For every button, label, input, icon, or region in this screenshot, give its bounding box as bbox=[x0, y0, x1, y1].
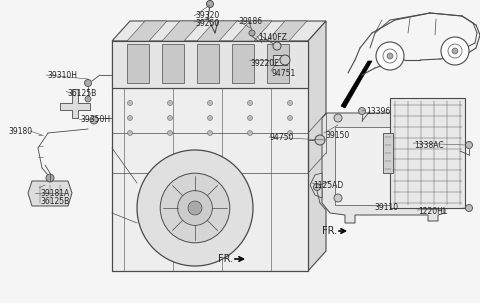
Circle shape bbox=[160, 173, 230, 243]
Text: 1125AD: 1125AD bbox=[313, 181, 343, 189]
Polygon shape bbox=[267, 21, 307, 41]
Circle shape bbox=[206, 1, 214, 8]
Circle shape bbox=[376, 42, 404, 70]
Bar bbox=[232, 44, 254, 83]
Circle shape bbox=[46, 174, 54, 182]
Circle shape bbox=[248, 101, 252, 105]
Circle shape bbox=[466, 205, 472, 211]
Text: 13396: 13396 bbox=[366, 106, 390, 115]
Circle shape bbox=[280, 55, 290, 65]
Polygon shape bbox=[162, 21, 202, 41]
Circle shape bbox=[207, 115, 213, 121]
Circle shape bbox=[128, 131, 132, 135]
Circle shape bbox=[441, 37, 469, 65]
Text: 39220E: 39220E bbox=[250, 58, 279, 68]
Text: 94750: 94750 bbox=[270, 134, 294, 142]
Polygon shape bbox=[232, 21, 272, 41]
Circle shape bbox=[207, 131, 213, 135]
Polygon shape bbox=[28, 181, 72, 206]
Polygon shape bbox=[341, 61, 372, 108]
Text: 36125B: 36125B bbox=[67, 88, 96, 98]
Text: 1140FZ: 1140FZ bbox=[258, 34, 287, 42]
Polygon shape bbox=[308, 21, 326, 271]
Text: 39150: 39150 bbox=[325, 131, 349, 139]
Polygon shape bbox=[112, 21, 326, 41]
Circle shape bbox=[387, 53, 393, 59]
Circle shape bbox=[84, 79, 92, 86]
Circle shape bbox=[334, 194, 342, 202]
Text: 39186: 39186 bbox=[238, 16, 262, 25]
Bar bbox=[267, 44, 289, 83]
Text: 39320: 39320 bbox=[195, 12, 219, 21]
Polygon shape bbox=[310, 173, 322, 198]
Circle shape bbox=[466, 142, 472, 148]
Text: 39250: 39250 bbox=[195, 18, 219, 28]
Bar bbox=[273, 55, 287, 65]
Circle shape bbox=[313, 184, 321, 191]
Circle shape bbox=[168, 101, 172, 105]
Bar bbox=[162, 44, 184, 83]
Circle shape bbox=[288, 131, 292, 135]
Circle shape bbox=[359, 108, 365, 115]
Text: 1338AC: 1338AC bbox=[414, 141, 444, 149]
Bar bbox=[383, 133, 393, 173]
Circle shape bbox=[288, 115, 292, 121]
Circle shape bbox=[168, 131, 172, 135]
Circle shape bbox=[168, 115, 172, 121]
Bar bbox=[112, 41, 308, 271]
Text: 39350H: 39350H bbox=[80, 115, 110, 125]
Text: 39310H: 39310H bbox=[47, 71, 77, 79]
Polygon shape bbox=[197, 21, 237, 41]
Text: 36125B: 36125B bbox=[40, 197, 69, 205]
Bar bbox=[197, 44, 219, 83]
Bar bbox=[112, 41, 308, 88]
Circle shape bbox=[273, 42, 281, 50]
Text: 1220HL: 1220HL bbox=[418, 207, 447, 215]
Text: FR.: FR. bbox=[218, 254, 233, 264]
Polygon shape bbox=[60, 89, 90, 118]
Circle shape bbox=[128, 101, 132, 105]
Text: 39181A: 39181A bbox=[40, 188, 69, 198]
Circle shape bbox=[90, 116, 98, 124]
Circle shape bbox=[288, 101, 292, 105]
Text: FR.: FR. bbox=[322, 226, 337, 236]
Text: 94751: 94751 bbox=[272, 68, 296, 78]
Circle shape bbox=[137, 150, 253, 266]
Text: 39180: 39180 bbox=[8, 126, 32, 135]
Bar bbox=[390, 98, 465, 208]
Circle shape bbox=[85, 96, 91, 102]
Circle shape bbox=[178, 191, 212, 225]
Polygon shape bbox=[127, 21, 167, 41]
Bar bbox=[127, 44, 149, 83]
Circle shape bbox=[207, 101, 213, 105]
Circle shape bbox=[128, 115, 132, 121]
Circle shape bbox=[249, 30, 255, 36]
Circle shape bbox=[452, 48, 458, 54]
Bar bbox=[335, 127, 435, 205]
Circle shape bbox=[334, 114, 342, 122]
Circle shape bbox=[248, 115, 252, 121]
Circle shape bbox=[248, 131, 252, 135]
Polygon shape bbox=[322, 113, 445, 223]
Circle shape bbox=[188, 201, 202, 215]
Text: 39110: 39110 bbox=[374, 202, 398, 211]
Circle shape bbox=[315, 135, 325, 145]
